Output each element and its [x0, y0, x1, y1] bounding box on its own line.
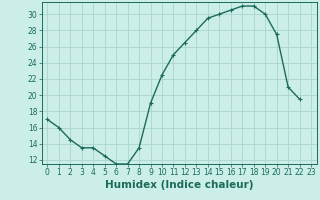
- X-axis label: Humidex (Indice chaleur): Humidex (Indice chaleur): [105, 180, 253, 190]
